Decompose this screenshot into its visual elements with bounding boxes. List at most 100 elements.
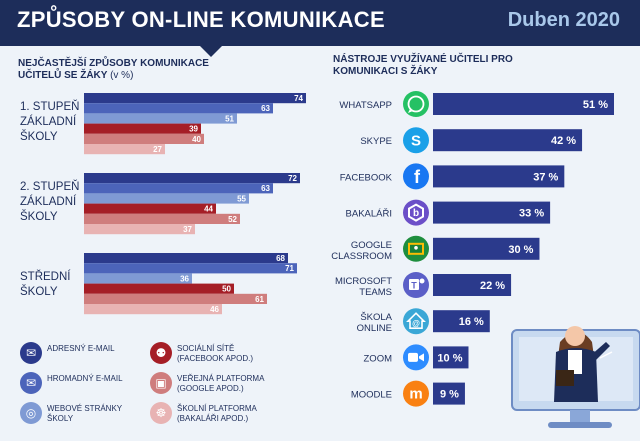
school-network-icon: ☸ (150, 402, 172, 424)
header-notch (198, 44, 224, 57)
tool-label: SKYPE (360, 136, 392, 147)
bar-value-label: 40 (192, 135, 201, 144)
bar-value-label: 51 (225, 114, 234, 123)
tool-value-label: 42 % (551, 135, 576, 147)
icon-glyph (408, 109, 413, 113)
bar-3 (84, 273, 192, 284)
bar-6 (84, 144, 165, 155)
tool-value-label: 37 % (533, 171, 558, 183)
teacher-arm (590, 342, 610, 362)
category-label: ŠKOLY (20, 285, 58, 298)
bar-value-label: 50 (222, 285, 231, 294)
teacher-shirt (568, 350, 582, 374)
skype-icon (403, 127, 429, 154)
legend-item: ☸ ŠKOLNÍ PLATFORMA (BAKALÁŘI APOD.) (150, 402, 277, 424)
tool-label: WHATSAPP (339, 100, 392, 111)
icon-glyph: m (409, 386, 422, 403)
bar-5 (84, 133, 204, 144)
icon-glyph (409, 279, 419, 290)
tool-value-label: 9 % (440, 389, 459, 401)
bar-2 (84, 103, 273, 114)
bar-5 (84, 293, 267, 304)
bar-3 (84, 193, 249, 204)
bar-value-label: 39 (189, 125, 198, 134)
tool-value-label: 16 % (459, 316, 484, 328)
bar-value-label: 68 (276, 254, 285, 263)
legend-item: ◎ WEBOVÉ STRÁNKY ŠKOLY (20, 402, 147, 424)
legend-label: SOCIÁLNÍ SÍTĚ (FACEBOOK APOD.) (177, 344, 254, 363)
left-chart-title: NEJČASTĚJŠÍ ZPŮSOBY KOMUNIKACE UČITELŮ S… (18, 58, 248, 82)
globe-icon: ◎ (20, 402, 42, 424)
icon-glyph: S (411, 133, 421, 150)
classroom-icon: ▣ (150, 372, 172, 394)
icon-glyph: f (414, 167, 421, 187)
right-chart-title: NÁSTROJE VYUŽÍVANÉ UČITELI PRO KOMUNIKAC… (333, 54, 513, 77)
icon-glyph (408, 352, 418, 362)
category-label: ŠKOLY (20, 130, 58, 143)
tool-label: MOODLE (351, 390, 392, 401)
bar-value-label: 55 (237, 194, 246, 203)
tool-row-2: 42 % S SKYPE (360, 127, 583, 154)
bar-value-label: 46 (210, 305, 219, 314)
bar-6 (84, 304, 222, 315)
bar-1 (84, 93, 306, 104)
icon-glyph: b (413, 208, 419, 219)
bar-1 (84, 253, 288, 264)
legend-label: VEŘEJNÁ PLATFORMA (GOOGLE APOD.) (177, 374, 264, 393)
tool-value-label: 22 % (480, 280, 505, 292)
bar-value-label: 61 (255, 295, 264, 304)
bar-value-label: 36 (180, 274, 189, 283)
bar-value-label: 63 (261, 184, 270, 193)
facebook-icon (403, 163, 429, 190)
bar-value-label: 72 (288, 174, 297, 183)
tool-bar (433, 274, 512, 296)
tool-value-label: 33 % (519, 208, 544, 220)
bakalari-icon (403, 199, 429, 226)
bar-3 (84, 113, 237, 124)
tool-value-label: 10 % (437, 352, 462, 364)
monitor-stand (570, 410, 590, 424)
icon-glyph (414, 246, 418, 250)
moodle-icon (403, 380, 429, 407)
tool-row-4: 33 % b BAKALÁŘI (346, 199, 551, 226)
header-banner: ZPŮSOBY ON-LINE KOMUNIKACE Duben 2020 (0, 0, 640, 46)
monitor-base (548, 422, 612, 428)
bar-6 (84, 224, 195, 235)
tool-value-label: 30 % (508, 244, 533, 256)
tool-row-8: 10 % ZOOM (364, 344, 469, 371)
legend-label: HROMADNÝ E-MAIL (47, 374, 123, 383)
legend-label: ŠKOLNÍ PLATFORMA (BAKALÁŘI APOD.) (177, 404, 257, 423)
bar-4 (84, 123, 201, 134)
icon-glyph (406, 312, 426, 329)
legend-item: ✉ ADRESNÝ E-MAIL (20, 342, 147, 364)
legend-label: ADRESNÝ E-MAIL (47, 344, 115, 353)
people-network-icon: ⚉ (150, 342, 172, 364)
bar-2 (84, 183, 273, 194)
tool-label: CLASSROOM (331, 251, 392, 262)
bar-1 (84, 173, 300, 184)
category-label: 1. STUPEŇ (20, 100, 79, 113)
teacher-illustration (511, 326, 640, 428)
category-group-2: 2. STUPEŇ ZÁKLADNÍ ŠKOLY 72 63 55 44 52 37 (20, 173, 300, 235)
tool-bar (433, 382, 465, 405)
category-label: ZÁKLADNÍ (20, 115, 77, 128)
tool-label: ZOOM (364, 353, 393, 364)
left-chart-unit: (v %) (110, 70, 134, 81)
date-label: Duben 2020 (507, 9, 620, 31)
legend-item: ⚉ SOCIÁLNÍ SÍTĚ (FACEBOOK APOD.) (150, 342, 277, 364)
icon-glyph (419, 353, 424, 362)
tool-bar (433, 201, 551, 224)
legend-item: ✉ HROMADNÝ E-MAIL (20, 372, 147, 394)
page-title: ZPŮSOBY ON-LINE KOMUNIKACE (17, 7, 385, 32)
tool-label: TEAMS (359, 287, 392, 298)
icon-glyph (408, 203, 424, 222)
icon-glyph (407, 95, 425, 113)
whatsapp-icon (403, 91, 429, 117)
category-label: ŠKOLY (20, 210, 58, 223)
envelope-icon: ✉ (20, 372, 42, 394)
legend-label: WEBOVÉ STRÁNKY ŠKOLY (47, 404, 122, 423)
